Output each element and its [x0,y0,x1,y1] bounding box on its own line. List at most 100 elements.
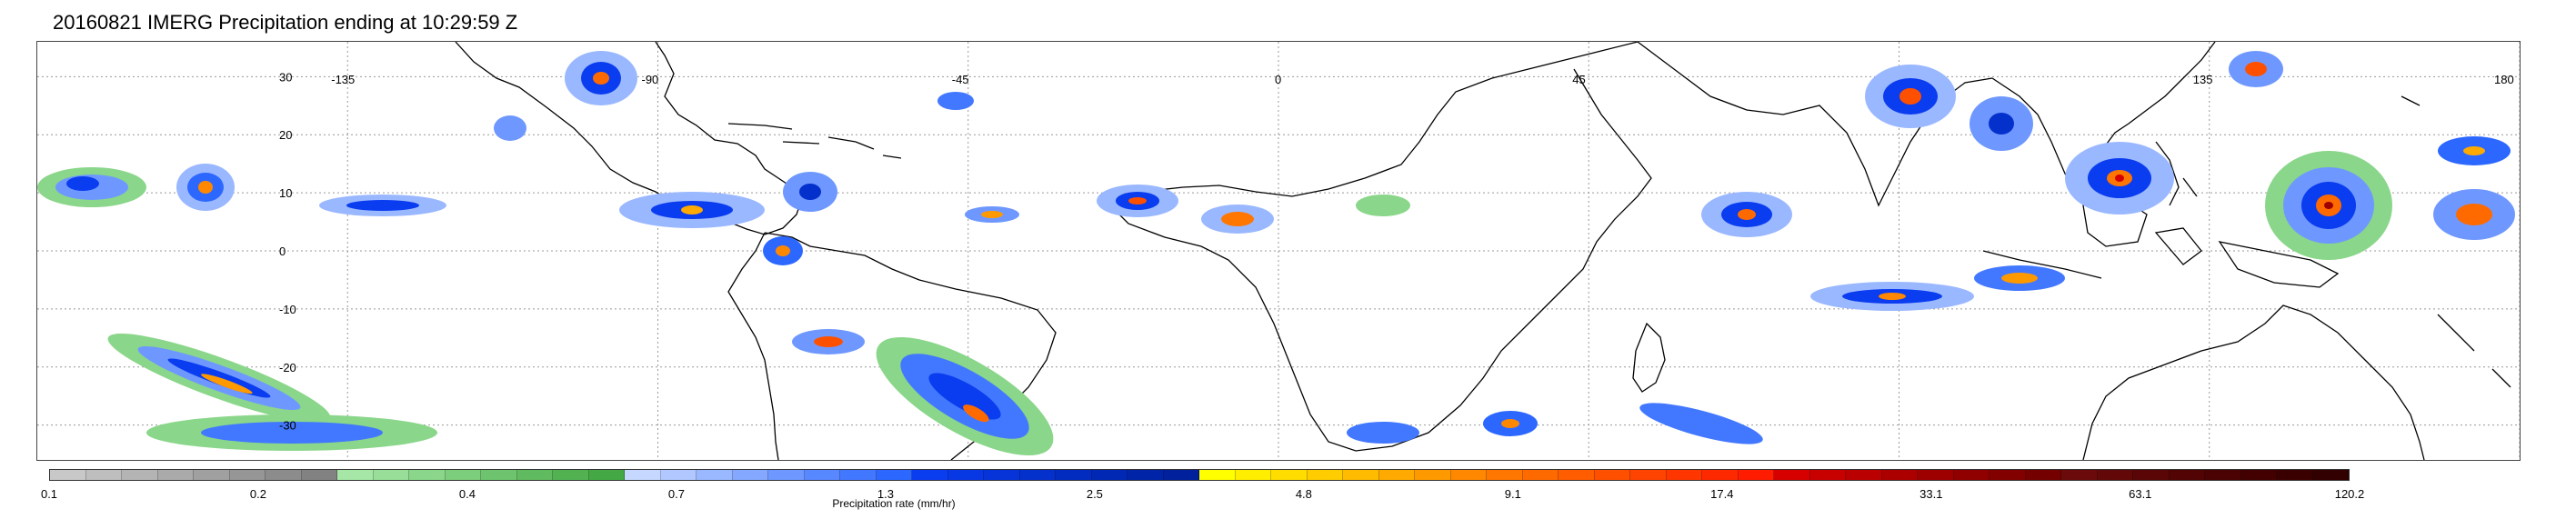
colorbar-tick-label: 0.2 [249,487,267,501]
precip-cluster [763,236,803,265]
precip-cluster [1639,403,1763,444]
precip-cluster [37,167,146,207]
precip-cluster [1701,192,1792,237]
colorbar-segment [2025,470,2061,480]
precip-cluster [2265,151,2392,260]
colorbar-segment [194,470,230,480]
colorbar-segment [1128,470,1164,480]
latitude-label: -10 [279,303,296,316]
colorbar-segment [2061,470,2098,480]
colorbar-segment [625,470,661,480]
colorbar-segment [1415,470,1451,480]
colorbar-segment [1056,470,1092,480]
map-canvas: -135 -90 -45 0 45 135 180 30 20 10 0 -10 -20 -30 [37,42,2520,460]
colorbar-segment [912,470,948,480]
colorbar-segment [1666,470,1702,480]
colorbar-segment [1378,470,1415,480]
colorbar-segment [553,470,589,480]
colorbar-segment [1307,470,1343,480]
colorbar-tick-label: 120.2 [2334,487,2365,501]
colorbar [49,469,2350,481]
precip-cluster [2433,189,2515,240]
colorbar-segment [1163,470,1199,480]
precip-cluster [783,172,837,212]
colorbar-segment [445,470,481,480]
latitude-label: 0 [279,245,286,258]
colorbar-tick-label: 2.5 [1086,487,1103,501]
precip-cluster [1970,96,2033,151]
colorbar-segment [2133,470,2170,480]
precip-cluster [319,195,446,216]
latitude-label: 30 [279,70,292,84]
colorbar-segment [301,470,337,480]
precip-cluster [876,337,1054,455]
precip-cluster [965,206,1019,223]
colorbar-segment [2312,470,2349,480]
coastline-indonesia [1982,195,2340,288]
colorbar-tick-label: 0.1 [40,487,58,501]
colorbar-segment [1091,470,1128,480]
precip-cluster [792,329,865,354]
colorbar-segment [1738,470,1774,480]
colorbar-segment [373,470,409,480]
colorbar-segment [768,470,805,480]
coastline-australia [2082,304,2425,460]
precip-cluster [1865,65,1956,128]
coastline-africa [1109,42,1652,452]
colorbar-segment [876,470,912,480]
longitude-label: -90 [642,73,659,86]
longitude-label: 180 [2494,73,2514,86]
latitude-label: -30 [279,419,296,433]
colorbar-segment [697,470,733,480]
colorbar-segment [2205,470,2241,480]
colorbar-segment [1918,470,1954,480]
colorbar-segment [1953,470,1990,480]
coastlines [455,42,2511,460]
precip-cluster [2438,136,2511,165]
colorbar-segment [229,470,266,480]
latitude-label: 20 [279,128,292,142]
longitude-label: 0 [1275,73,1281,86]
colorbar-segment [588,470,625,480]
colorbar-segment [947,470,984,480]
colorbar-tick-label: 0.4 [458,487,476,501]
gridlines [37,42,2520,460]
grid-labels: -135 -90 -45 0 45 135 180 30 20 10 0 -10 -20 -30 [279,70,2514,432]
colorbar-segment [2169,470,2205,480]
precip-cluster [937,92,974,110]
colorbar-segment [1630,470,1667,480]
colorbar-segment [660,470,697,480]
colorbar-tick-label: 63.1 [2129,487,2152,501]
colorbar-segment [2240,470,2277,480]
precipitation-overlay [37,51,2515,455]
colorbar-segment [2277,470,2313,480]
colorbar-segment [50,470,86,480]
colorbar-segment [1990,470,2026,480]
coastline-madagascar [1632,322,1666,393]
colorbar-segment [1846,470,1882,480]
precip-cluster [2229,51,2283,87]
colorbar-segment [1271,470,1308,480]
colorbar-segment [1343,470,1379,480]
colorbar-segment [1559,470,1595,480]
longitude-label: -135 [331,73,355,86]
precip-cluster [1356,195,1410,216]
colorbar-segment [804,470,840,480]
colorbar-segment [409,470,446,480]
colorbar-segment [1881,470,1918,480]
longitude-label: -45 [952,73,969,86]
colorbar-segment [157,470,194,480]
latitude-label: 10 [279,186,292,200]
colorbar-segment [481,470,517,480]
colorbar-segment [266,470,302,480]
precip-cluster [176,164,235,211]
precip-cluster [1097,185,1178,217]
precip-cluster [565,51,637,105]
precip-cluster [107,333,331,424]
precipitation-map[interactable]: -135 -90 -45 0 45 135 180 30 20 10 0 -10 -20 -30 [36,41,2521,461]
precip-cluster [1974,265,2065,291]
colorbar-segment [337,470,374,480]
coastline-north-america [455,42,802,235]
latitude-label: -20 [279,361,296,374]
precip-cluster [1201,205,1274,234]
